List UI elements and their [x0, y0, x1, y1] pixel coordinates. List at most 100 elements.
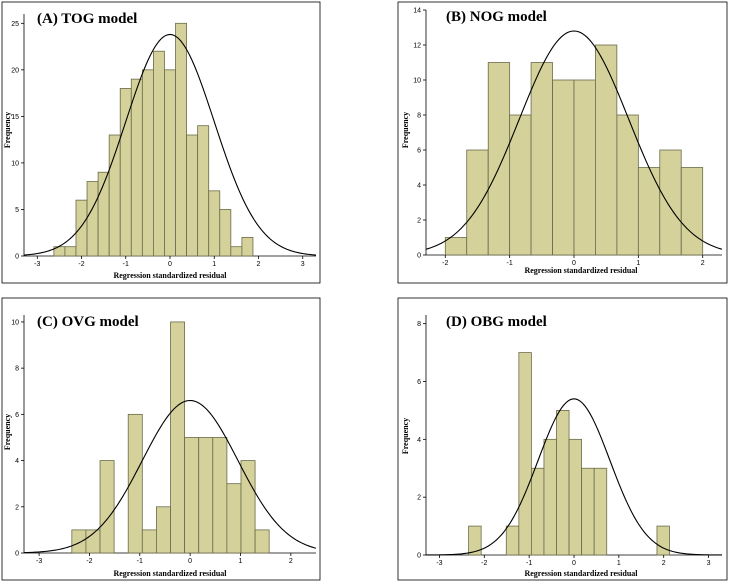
histogram-bar: [530, 467, 545, 556]
x-tick-label: 0: [572, 260, 576, 267]
y-tick-label: 8: [417, 113, 421, 120]
y-tick-label: 4: [417, 437, 421, 444]
histogram-bar: [99, 460, 115, 554]
histogram-bar: [198, 437, 214, 554]
y-tick-label: 20: [11, 67, 19, 74]
x-tick-label: -2: [481, 560, 487, 567]
histogram-bar: [86, 181, 99, 257]
y-tick-label: 25: [11, 21, 19, 28]
histogram-bar: [552, 79, 575, 256]
x-tick-label: -3: [36, 558, 42, 565]
normal-curve: [23, 399, 317, 554]
panel-a: (A) TOG model Regression standardized re…: [1, 1, 321, 284]
x-axis-label: Regression standardized residual: [524, 266, 638, 275]
panel-frame: [397, 1, 728, 284]
histogram-bar: [543, 438, 557, 556]
y-tick-label: 0: [15, 254, 19, 261]
histogram-bar: [254, 529, 270, 554]
x-axis-label: Regression standardized residual: [113, 569, 227, 578]
histogram-bar: [175, 22, 187, 257]
histogram-bar: [64, 246, 77, 257]
x-tick-label: -2: [78, 261, 84, 268]
x-tick-label: -3: [34, 261, 40, 268]
histogram-bar: [466, 149, 489, 256]
y-tick-label: 0: [417, 253, 421, 260]
histogram-bar: [156, 506, 171, 554]
normal-curve: [425, 398, 723, 556]
y-tick-label: 6: [15, 412, 19, 419]
y-axis-label: Frequency: [3, 414, 12, 450]
y-tick-label: 12: [413, 43, 421, 50]
histogram-bar: [212, 437, 228, 554]
histogram-bar: [153, 50, 165, 257]
histogram-bar: [130, 78, 143, 257]
histogram-bar: [197, 125, 210, 257]
histogram-bar: [468, 525, 482, 556]
histogram-bar: [141, 529, 157, 554]
panel-d: (D) OBG model Regression standardized re…: [397, 297, 728, 581]
panel-c: (C) OVG model Regression standardized re…: [1, 297, 321, 581]
x-tick-label: 2: [701, 260, 705, 267]
histogram-bar: [71, 529, 87, 554]
normal-curve: [23, 33, 317, 256]
x-tick-label: 0: [572, 560, 576, 567]
x-tick-label: 2: [289, 558, 293, 565]
x-tick-label: 2: [662, 560, 666, 567]
histogram-bar: [518, 352, 532, 556]
x-axis-label: Regression standardized residual: [524, 569, 638, 578]
x-tick-label: 0: [188, 558, 192, 565]
histogram-bar: [230, 246, 243, 257]
histogram-bar: [208, 190, 221, 257]
histogram-bar: [568, 438, 583, 556]
x-tick-label: 1: [636, 260, 640, 267]
x-tick-label: 1: [617, 560, 621, 567]
histogram-bar: [119, 88, 132, 257]
panel-frame: [397, 297, 728, 581]
x-axis-label: Regression standardized residual: [113, 271, 227, 280]
x-tick-label: 2: [257, 261, 261, 268]
histogram-bar: [226, 483, 242, 554]
x-tick-label: -1: [526, 560, 532, 567]
histogram-bar: [505, 525, 520, 556]
y-axis-label: Frequency: [401, 112, 410, 148]
x-tick-label: -1: [137, 558, 143, 565]
x-tick-label: 0: [168, 261, 172, 268]
y-tick-label: 4: [15, 458, 19, 465]
x-tick-label: 1: [239, 558, 243, 565]
y-tick-label: 0: [15, 551, 19, 558]
panel-frame: [1, 1, 321, 284]
y-tick-label: 6: [417, 379, 421, 386]
panel-frame: [1, 297, 321, 581]
y-tick-label: 5: [15, 207, 19, 214]
panel-title: (B) NOG model: [446, 9, 547, 25]
y-tick-label: 2: [417, 218, 421, 225]
histogram-bar: [170, 321, 186, 554]
y-tick-label: 0: [417, 553, 421, 560]
histogram-bar: [581, 467, 595, 556]
y-tick-label: 6: [417, 148, 421, 155]
x-tick-label: -2: [442, 260, 448, 267]
histogram-bar: [487, 62, 511, 256]
x-tick-label: 3: [707, 560, 711, 567]
y-tick-label: 10: [413, 78, 421, 85]
histogram-bar: [659, 149, 682, 256]
histogram-bar: [75, 199, 88, 257]
histogram-bar: [444, 237, 468, 256]
histogram-bar: [141, 69, 154, 257]
panel-title: (D) OBG model: [446, 314, 547, 330]
histogram-bar: [573, 79, 596, 256]
y-tick-label: 2: [15, 504, 19, 511]
panel-title: (C) OVG model: [37, 314, 139, 330]
y-tick-label: 10: [11, 160, 19, 167]
normal-curve: [425, 30, 723, 250]
x-tick-label: -3: [436, 560, 442, 567]
x-tick-label: 1: [212, 261, 216, 268]
histogram-bar: [164, 69, 176, 257]
panel-b: (B) NOG model Regression standardized re…: [397, 1, 728, 284]
x-tick-label: -1: [123, 261, 129, 268]
histogram-bar: [556, 410, 570, 556]
y-tick-label: 10: [11, 319, 19, 326]
y-tick-label: 14: [413, 8, 421, 15]
histogram-bar: [656, 525, 670, 556]
